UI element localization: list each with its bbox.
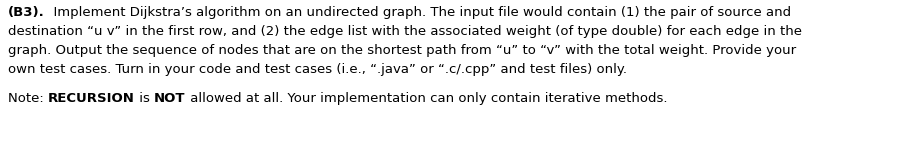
Text: (B3).: (B3).	[8, 6, 45, 19]
Text: destination “u v” in the first row, and (2) the edge list with the associated we: destination “u v” in the first row, and …	[8, 25, 802, 38]
Text: Implement Dijkstra’s algorithm on an undirected graph. The input file would cont: Implement Dijkstra’s algorithm on an und…	[45, 6, 791, 19]
Text: own test cases. Turn in your code and test cases (i.e., “.java” or “.c/.cpp” and: own test cases. Turn in your code and te…	[8, 63, 627, 76]
Text: NOT: NOT	[154, 92, 186, 105]
Text: graph. Output the sequence of nodes that are on the shortest path from “u” to “v: graph. Output the sequence of nodes that…	[8, 44, 796, 57]
Text: Note:: Note:	[8, 92, 48, 105]
Text: allowed at all. Your implementation can only contain iterative methods.: allowed at all. Your implementation can …	[186, 92, 667, 105]
Text: is: is	[135, 92, 154, 105]
Text: RECURSION: RECURSION	[48, 92, 135, 105]
